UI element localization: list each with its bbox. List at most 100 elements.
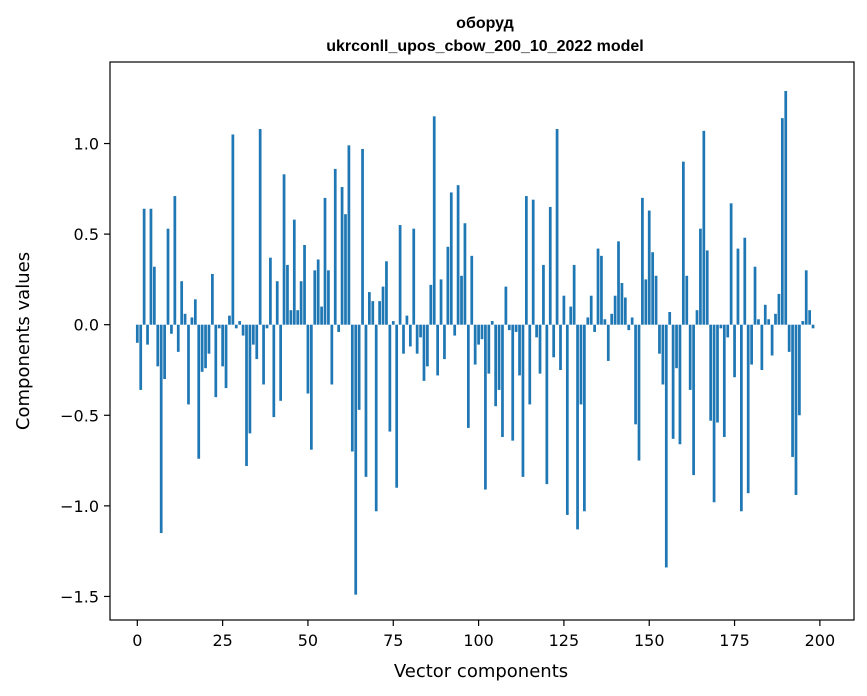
bar-26: [224, 324, 228, 389]
bar-171: [719, 324, 723, 329]
bar-126: [565, 324, 569, 515]
x-tick-label: 75: [383, 631, 403, 650]
bar-108: [504, 286, 508, 325]
bar-5: [153, 266, 156, 325]
bar-45: [289, 310, 293, 325]
bar-74: [388, 324, 392, 432]
bar-67: [364, 324, 368, 477]
bar-24: [217, 324, 221, 329]
bar-89: [439, 279, 443, 325]
bar-6: [156, 324, 160, 367]
bar-117: [535, 324, 538, 338]
bar-21: [207, 324, 211, 354]
bar-128: [572, 264, 576, 325]
bar-138: [606, 324, 610, 361]
bar-28: [231, 134, 235, 325]
bar-15: [187, 324, 190, 405]
bar-94: [456, 185, 460, 325]
bar-53: [316, 259, 320, 325]
bar-100: [477, 324, 480, 345]
bar-37: [262, 324, 265, 385]
bar-13: [180, 281, 184, 325]
y-tick-label: 0.0: [74, 316, 99, 335]
y-tick-label: −1.5: [60, 587, 99, 606]
bar-56: [327, 270, 330, 325]
bar-145: [630, 317, 634, 325]
bar-181: [753, 266, 757, 325]
bar-102: [484, 324, 487, 490]
x-tick-label: 50: [298, 631, 318, 650]
bar-97: [466, 324, 470, 428]
bar-27: [228, 315, 231, 325]
bar-179: [746, 324, 750, 494]
bar-18: [197, 324, 201, 459]
bar-134: [593, 324, 596, 332]
x-tick-label: 175: [719, 631, 750, 650]
bar-173: [726, 324, 730, 338]
bar-9: [166, 228, 170, 325]
bar-129: [576, 324, 579, 530]
bar-168: [709, 324, 713, 421]
bar-83: [419, 324, 422, 338]
y-tick-label: −1.0: [60, 497, 99, 516]
bar-1: [139, 324, 143, 390]
bar-47: [296, 310, 300, 325]
x-tick-label: 150: [634, 631, 665, 650]
bar-101: [480, 324, 484, 340]
bar-34: [251, 324, 255, 345]
bar-16: [190, 317, 194, 325]
bar-193: [794, 324, 798, 495]
bar-158: [675, 324, 678, 369]
bar-110: [511, 324, 515, 441]
bar-65: [357, 324, 361, 410]
bar-7: [159, 324, 163, 534]
bar-61: [344, 214, 347, 325]
bar-42: [279, 324, 283, 401]
y-tick-label: 1.0: [74, 135, 99, 154]
bar-192: [791, 324, 794, 457]
bar-139: [610, 313, 614, 325]
y-tick-label: −0.5: [60, 406, 99, 425]
x-axis-label: Vector components: [394, 661, 568, 682]
bar-123: [555, 129, 559, 325]
bar-66: [361, 148, 364, 325]
bar-153: [658, 324, 661, 354]
bar-182: [757, 319, 760, 325]
bar-177: [740, 324, 743, 512]
bar-165: [699, 228, 702, 325]
bar-164: [695, 310, 699, 325]
bar-156: [668, 312, 672, 325]
bar-55: [323, 197, 327, 325]
bar-112: [518, 324, 521, 376]
bar-170: [716, 324, 719, 423]
bar-43: [282, 174, 286, 325]
bar-8: [163, 324, 166, 380]
bar-68: [368, 292, 371, 325]
bar-136: [600, 255, 603, 325]
bar-40: [272, 324, 276, 418]
bar-154: [661, 324, 665, 385]
bar-114: [525, 196, 528, 325]
bar-160: [681, 161, 685, 325]
bar-84: [422, 324, 426, 381]
bar-86: [429, 284, 433, 325]
bar-10: [170, 324, 173, 334]
bar-52: [313, 270, 317, 325]
bars-group: [135, 90, 815, 595]
bar-71: [378, 301, 381, 325]
bar-197: [808, 310, 811, 325]
bar-107: [501, 324, 504, 438]
bar-185: [767, 319, 771, 325]
bar-17: [193, 299, 197, 325]
bar-151: [651, 252, 655, 325]
bar-50: [306, 324, 310, 394]
bar-32: [245, 324, 248, 466]
bar-194: [798, 324, 801, 416]
bar-75: [391, 321, 395, 325]
y-tick-label: 0.5: [74, 225, 99, 244]
bar-69: [371, 301, 375, 325]
bar-166: [702, 130, 706, 325]
bar-119: [542, 264, 545, 325]
bar-23: [214, 324, 218, 398]
bar-159: [678, 324, 682, 445]
